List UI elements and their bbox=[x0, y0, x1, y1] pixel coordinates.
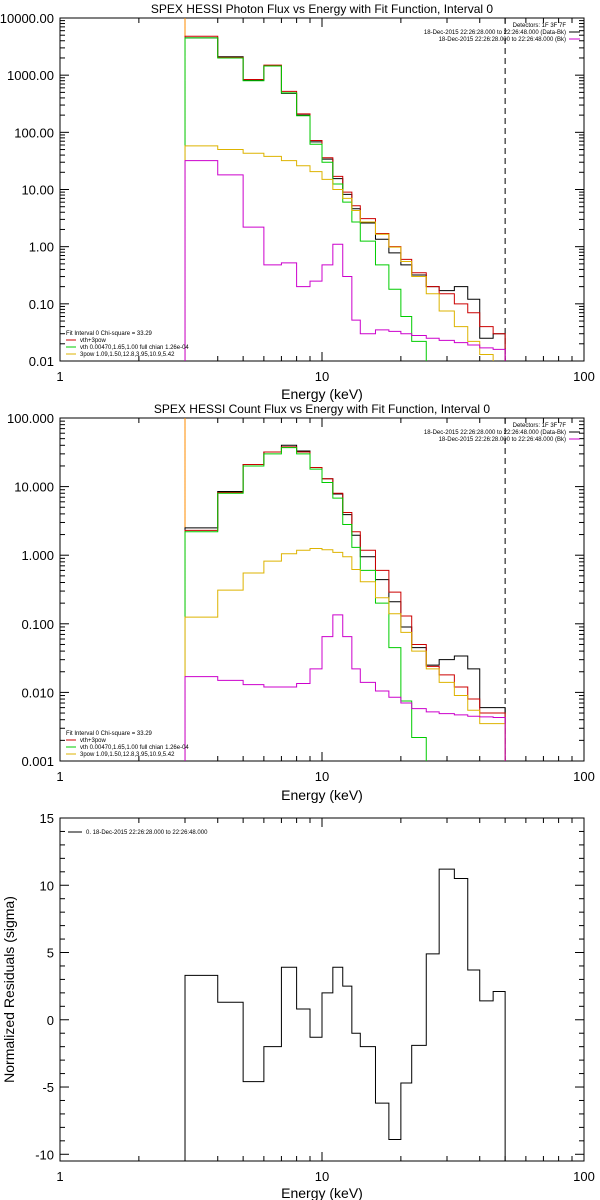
fit-legend-entry: Fit Interval 0 Chi-square = 33.29 bbox=[66, 331, 153, 337]
y-tick-label: 1.00 bbox=[29, 240, 54, 255]
plot-area bbox=[184, 868, 506, 1161]
y-tick-label: 10.00 bbox=[21, 183, 54, 198]
fit-legend-entry: vth 0.00470,1.65,1.00 full chian 1.26e-0… bbox=[80, 345, 189, 351]
x-tick-label: 1 bbox=[56, 1169, 63, 1184]
fit-legend-entry: vth+3pow bbox=[80, 738, 107, 744]
chart-title: SPEX HESSI Count Flux vs Energy with Fit… bbox=[154, 402, 490, 416]
y-tick-label: 0 bbox=[47, 1013, 54, 1028]
y-tick-label: 10.000 bbox=[14, 480, 54, 495]
y-tick-label: 0.001 bbox=[21, 754, 54, 769]
fit-legend-entry: vth 0.00470,1.65,1.00 full chian 1.26e-0… bbox=[80, 745, 189, 751]
y-tick-label: 1000.00 bbox=[7, 68, 54, 83]
legend-entry: Detectors: 1F 3F 7F bbox=[513, 423, 567, 429]
plot-area bbox=[184, 35, 506, 361]
y-tick-label: 10000.00 bbox=[0, 11, 54, 26]
fit-legend-entry: 3pow 1.09,1.50,12.8,3.95,10.9,5.42 bbox=[80, 752, 175, 758]
y-tick-label: 0.010 bbox=[21, 685, 54, 700]
chart-panel-3: 1 10 100 15 10 5 0 -5 -10 Energy (keV) Normalized … bbox=[1, 811, 595, 1200]
series-line-5 bbox=[184, 614, 506, 761]
series-line-1 bbox=[184, 37, 506, 361]
chart-panel-1: SPEX HESSI Photon Flux vs Energy with Fi… bbox=[0, 2, 595, 402]
x-axis-label: Energy (keV) bbox=[281, 386, 363, 402]
y-tick-label: 5 bbox=[47, 946, 54, 961]
series-line-5 bbox=[184, 160, 506, 361]
legend-entry: Detectors: 1F 3F 7F bbox=[513, 23, 567, 29]
series-line-1 bbox=[184, 868, 506, 1161]
fit-legend-entry: Fit Interval 0 Chi-square = 33.29 bbox=[66, 731, 153, 737]
x-tick-label: 10 bbox=[315, 1169, 329, 1184]
y-axis-label: Normalized Residuals (sigma) bbox=[1, 896, 17, 1083]
fit-legend-entry: 3pow 1.09,1.50,12.8,3.95,10.9,5.42 bbox=[80, 352, 175, 358]
legend-entry: 18-Dec-2015 22:26:28.000 to 22:26:48.000… bbox=[439, 37, 566, 43]
legend-entry: 18-Dec-2015 22:26:28.000 to 22:26:48.000… bbox=[424, 430, 566, 436]
legend-entry: 18-Dec-2015 22:26:28.000 to 22:26:48.000… bbox=[424, 30, 566, 36]
series-line-4 bbox=[184, 548, 506, 761]
series-line-4 bbox=[184, 145, 506, 361]
chart-title: SPEX HESSI Photon Flux vs Energy with Fi… bbox=[151, 2, 493, 16]
y-tick-label: 0.10 bbox=[29, 297, 54, 312]
y-tick-label: 0.100 bbox=[21, 617, 54, 632]
y-tick-label: 100.000 bbox=[7, 411, 54, 426]
y-tick-label: -5 bbox=[42, 1080, 54, 1095]
y-tick-label: 10 bbox=[40, 878, 54, 893]
x-axis-label: Energy (keV) bbox=[281, 1185, 363, 1200]
x-tick-label: 100 bbox=[573, 1169, 595, 1184]
plot-area bbox=[184, 444, 506, 761]
series-line-3 bbox=[184, 37, 506, 361]
y-tick-label: 100.00 bbox=[14, 125, 54, 140]
series-line-2 bbox=[184, 446, 506, 761]
chart-panel-2: SPEX HESSI Count Flux vs Energy with Fit… bbox=[7, 402, 595, 803]
x-tick-label: 1 bbox=[56, 769, 63, 784]
x-tick-label: 10 bbox=[315, 769, 329, 784]
series-line-3 bbox=[184, 447, 506, 761]
fit-legend-entry: vth+3pow bbox=[80, 338, 107, 344]
y-tick-label: 1.000 bbox=[21, 548, 54, 563]
x-axis-label: Energy (keV) bbox=[281, 787, 363, 803]
legend-entry: 18-Dec-2015 22:26:28.000 to 22:26:48.000… bbox=[439, 437, 566, 443]
x-tick-label: 10 bbox=[315, 369, 329, 384]
y-tick-label: 0.01 bbox=[29, 354, 54, 369]
x-tick-label: 1 bbox=[56, 369, 63, 384]
x-tick-label: 100 bbox=[573, 769, 595, 784]
y-tick-label: -10 bbox=[35, 1147, 54, 1162]
legend-entry: 0. 18-Dec-2015 22:26:28.000 to 22:26:48.… bbox=[86, 830, 208, 836]
y-tick-label: 15 bbox=[40, 811, 54, 826]
x-tick-label: 100 bbox=[573, 369, 595, 384]
